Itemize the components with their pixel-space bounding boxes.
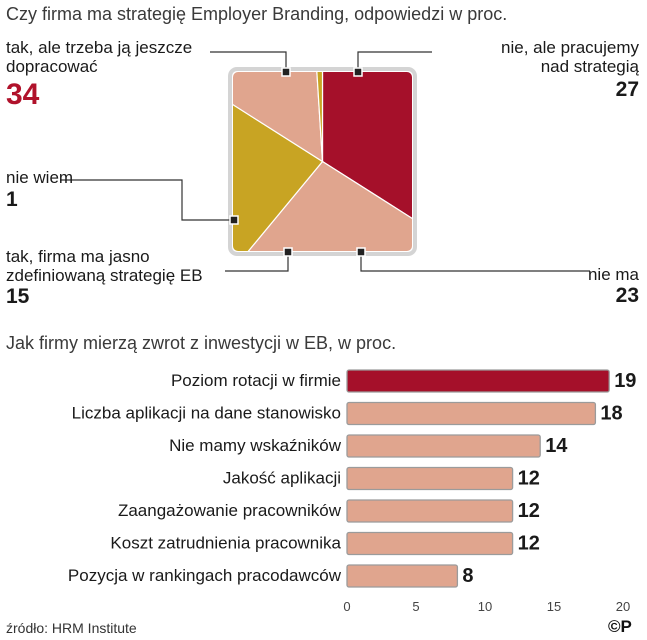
- bar-5: [346, 499, 514, 523]
- x-tick-label: 0: [343, 599, 350, 614]
- pie-label-tak-dopracowac: tak, ale trzeba ją jeszcze dopracować: [6, 38, 193, 76]
- pie-marker-nie-pracujemy: [353, 67, 363, 77]
- x-tick-label: 5: [412, 599, 419, 614]
- x-tick-label: 10: [478, 599, 492, 614]
- bar-6: [346, 531, 514, 556]
- pie-connector-tak-jasno: [225, 252, 289, 272]
- source-note: źródło: HRM Institute: [6, 620, 137, 636]
- bar-value-label: 12: [518, 533, 540, 555]
- x-tick-label: 20: [616, 599, 630, 614]
- pie-value-tak-jasno: 15: [6, 285, 30, 308]
- pie-slice-tak-jasno: [233, 72, 324, 163]
- bar-category-label: Poziom rotacji w firmie: [171, 371, 341, 390]
- pie-slice-tak-dopracowac: [321, 72, 412, 251]
- pie-value-nie-ma: 23: [615, 284, 639, 307]
- pie-chart: [60, 51, 590, 272]
- pie-connector-nie-pracujemy: [357, 51, 432, 71]
- pie-label-nie-wiem: nie wiem: [6, 168, 74, 187]
- pie-connector-tak-dopracowac: [210, 51, 287, 71]
- pie-slice-nie-wiem: [303, 72, 324, 162]
- bar-value-label: 12: [518, 500, 540, 522]
- pie-marker-tak-dopracowac: [281, 67, 291, 77]
- bar-value-label: 8: [462, 565, 473, 587]
- bar-category-label: Zaangażowanie pracowników: [118, 501, 342, 520]
- bar-4: [346, 466, 514, 491]
- bar-category-label: Nie mamy wskaźników: [169, 436, 342, 455]
- pie-label-nie-ma: nie ma: [587, 265, 639, 284]
- publisher-logo: ©P: [608, 617, 632, 636]
- pie-value-tak-dopracowac: 34: [6, 78, 40, 111]
- bar-value-label: 14: [545, 435, 568, 457]
- bar-category-label: Pozycja w rankingach pracodawców: [68, 566, 342, 585]
- bar-category-label: Jakość aplikacji: [223, 469, 341, 488]
- bar-category-label: Liczba aplikacji na dane stanowisko: [72, 404, 341, 423]
- pie-connector-nie-ma: [360, 252, 590, 272]
- pie-value-nie-wiem: 1: [6, 188, 18, 211]
- x-tick-label: 15: [547, 599, 561, 614]
- bar-category-label: Koszt zatrudnienia pracownika: [110, 534, 341, 553]
- bar-2: [346, 401, 597, 426]
- pie-marker-nie-wiem: [229, 215, 239, 225]
- pie-connector-nie-wiem: [60, 179, 234, 221]
- pie-marker-nie-ma: [356, 247, 366, 257]
- bar-3: [346, 434, 541, 458]
- bar-1: [346, 369, 610, 393]
- bar-value-label: 19: [614, 370, 636, 392]
- pie-label-tak-jasno: tak, firma ma jasno zdefiniowaną strateg…: [6, 247, 203, 285]
- bar-chart-title: Jak firmy mierzą zwrot z inwestycji w EB…: [6, 333, 397, 353]
- bar-7: [346, 564, 459, 588]
- bar-value-label: 12: [518, 468, 540, 490]
- pie-value-nie-pracujemy: 27: [615, 78, 639, 101]
- pie-marker-tak-jasno: [283, 247, 293, 257]
- bar-value-label: 18: [600, 403, 622, 425]
- pie-chart-title: Czy firma ma strategię Employer Branding…: [6, 4, 508, 24]
- pie-label-nie-pracujemy: nie, ale pracujemy nad strategią: [501, 38, 639, 76]
